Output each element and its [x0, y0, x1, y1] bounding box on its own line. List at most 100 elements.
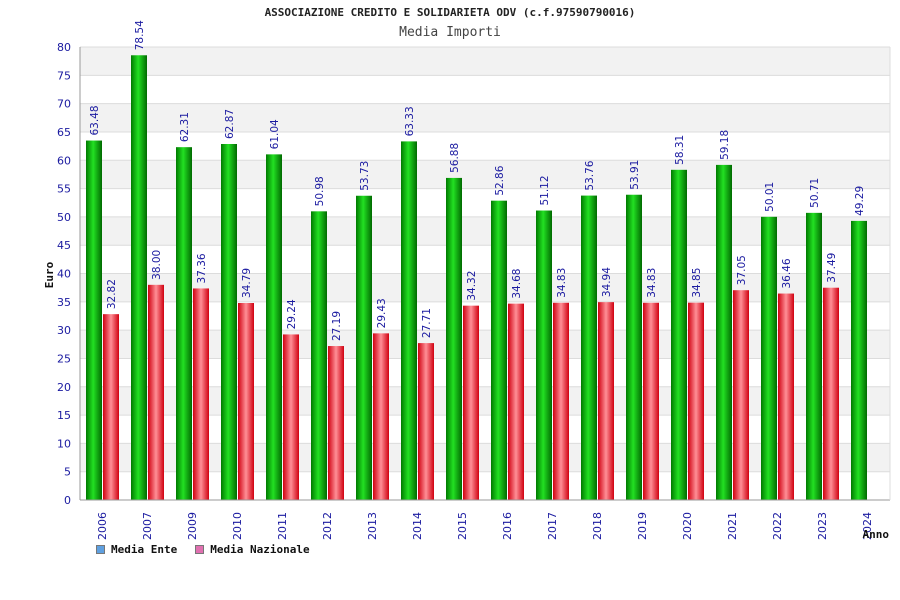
- grid-band: [80, 160, 890, 189]
- legend-label: Media Ente: [111, 543, 178, 556]
- data-label: 58.31: [674, 135, 686, 165]
- x-tick-label: 2024: [861, 512, 874, 540]
- y-tick-label: 40: [57, 268, 71, 281]
- grid-band: [80, 358, 890, 387]
- x-tick-label: 2007: [141, 512, 154, 540]
- data-label: 62.87: [224, 109, 236, 139]
- data-label: 29.43: [376, 298, 388, 328]
- data-label: 59.18: [719, 130, 731, 160]
- bar-media-ente: [446, 177, 462, 501]
- grid-band: [80, 188, 890, 217]
- y-tick-label: 30: [57, 324, 71, 337]
- data-label: 34.68: [511, 269, 523, 299]
- y-tick-label: 65: [57, 126, 71, 139]
- y-axis-title: Euro: [43, 261, 56, 288]
- x-tick-label: 2020: [681, 512, 694, 540]
- bar-media-ente: [86, 140, 102, 500]
- legend-item-media-nazionale: Media Nazionale: [195, 543, 310, 556]
- grid-band: [80, 330, 890, 359]
- bar-media-nazionale: [283, 334, 299, 500]
- bar-media-nazionale: [193, 288, 209, 500]
- data-label: 36.46: [781, 258, 793, 288]
- y-tick-label: 60: [57, 154, 71, 167]
- bar-media-nazionale: [418, 343, 434, 500]
- bar-media-nazionale: [553, 302, 569, 500]
- grid-band: [80, 103, 890, 132]
- bar-media-ente: [356, 195, 372, 500]
- data-label: 51.12: [539, 175, 551, 205]
- data-label: 50.01: [764, 182, 776, 212]
- x-tick-label: 2014: [411, 512, 424, 540]
- bar-media-ente: [221, 143, 237, 500]
- chart-title: ASSOCIAZIONE CREDITO E SOLIDARIETA ODV (…: [264, 6, 636, 19]
- bar-media-nazionale: [508, 303, 524, 500]
- chart-legend: Media Ente Media Nazionale: [96, 543, 310, 556]
- grid-band: [80, 443, 890, 472]
- bar-media-ente: [761, 216, 777, 501]
- bar-media-nazionale: [778, 293, 794, 500]
- data-label: 34.83: [556, 268, 568, 298]
- data-label: 63.48: [89, 105, 101, 135]
- x-tick-label: 2013: [366, 512, 379, 540]
- data-label: 53.91: [629, 160, 641, 190]
- bar-media-ente: [716, 164, 732, 500]
- bar-media-ente: [806, 212, 822, 501]
- bar-media-nazionale: [148, 284, 164, 500]
- y-tick-label: 15: [57, 409, 71, 422]
- x-tick-label: 2019: [636, 512, 649, 540]
- data-label: 27.19: [331, 311, 343, 341]
- x-tick-label: 2015: [456, 512, 469, 540]
- data-label: 49.29: [854, 186, 866, 216]
- data-label: 62.31: [179, 112, 191, 142]
- bar-media-ente: [581, 195, 597, 501]
- grid-band: [80, 386, 890, 416]
- grid-band: [80, 471, 890, 500]
- data-label: 37.36: [196, 253, 208, 283]
- y-tick-label: 25: [57, 352, 71, 365]
- data-label: 56.88: [449, 143, 461, 173]
- bar-media-ente: [536, 210, 552, 500]
- chart-subtitle: Media Importi: [399, 25, 501, 40]
- x-tick-label: 2012: [321, 512, 334, 540]
- data-label: 53.76: [584, 160, 596, 190]
- data-label: 78.54: [134, 20, 146, 50]
- data-label: 34.83: [646, 268, 658, 298]
- grid-band: [80, 47, 890, 76]
- grid-band: [80, 245, 890, 274]
- bar-media-ente: [266, 154, 282, 500]
- x-tick-label: 2022: [771, 512, 784, 540]
- bar-media-nazionale: [328, 346, 344, 500]
- bar-media-nazionale: [103, 314, 119, 500]
- y-tick-label: 70: [57, 98, 71, 111]
- x-tick-label: 2011: [276, 512, 289, 540]
- legend-swatch: [195, 545, 205, 554]
- bar-media-ente: [401, 141, 417, 501]
- data-label: 27.71: [421, 308, 433, 338]
- x-tick-label: 2023: [816, 512, 829, 540]
- data-label: 34.32: [466, 271, 478, 301]
- bar-media-ente: [671, 169, 687, 500]
- y-tick-label: 80: [57, 41, 71, 54]
- data-label: 52.86: [494, 165, 506, 195]
- data-label: 53.73: [359, 161, 371, 191]
- grid-band: [80, 273, 890, 302]
- grid-band: [80, 75, 890, 104]
- bar-media-nazionale: [823, 287, 839, 500]
- y-tick-label: 5: [64, 466, 71, 479]
- data-label: 37.05: [736, 255, 748, 285]
- data-label: 34.85: [691, 268, 703, 298]
- bar-media-nazionale: [373, 333, 389, 500]
- data-label: 29.24: [286, 299, 298, 329]
- y-tick-label: 55: [57, 183, 71, 196]
- grid-band: [80, 131, 890, 161]
- grid-band: [80, 301, 890, 331]
- data-label: 37.49: [826, 253, 838, 283]
- bar-media-nazionale: [688, 302, 704, 500]
- data-label: 34.94: [601, 267, 613, 297]
- bar-media-ente: [491, 200, 507, 501]
- bar-media-ente: [311, 211, 327, 500]
- y-tick-label: 75: [57, 69, 71, 82]
- bar-media-ente: [131, 55, 147, 501]
- bar-media-ente: [851, 220, 867, 500]
